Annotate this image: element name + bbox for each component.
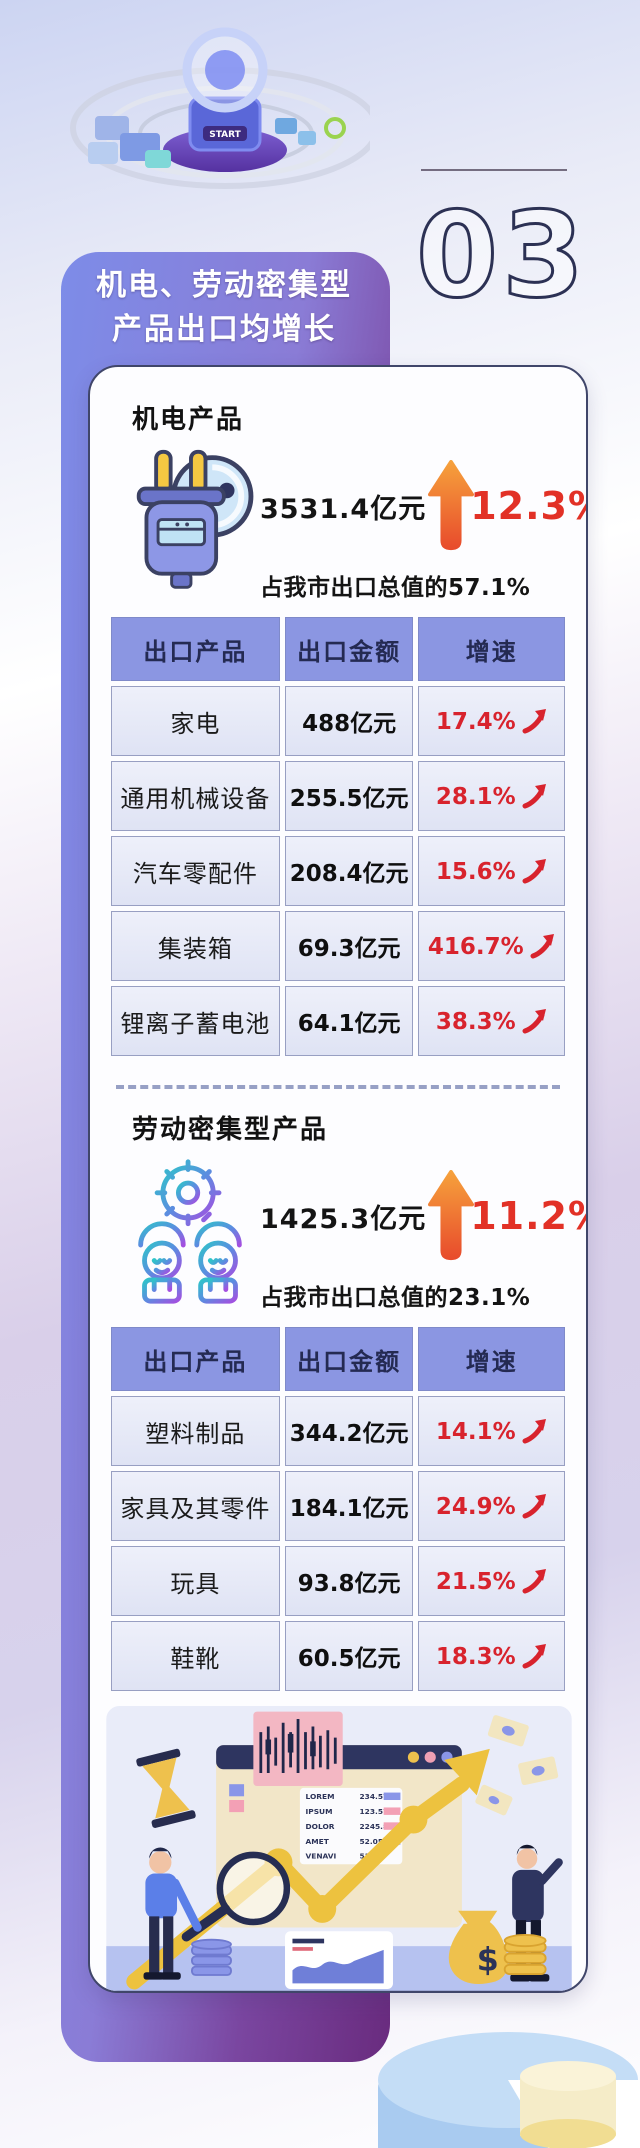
section1-heading: 机电产品 bbox=[132, 405, 245, 435]
table-row: 家电 488亿元 17.4% bbox=[111, 686, 565, 756]
amount-cell: 93.8亿元 bbox=[284, 1546, 414, 1616]
col-header-amount: 出口金额 bbox=[284, 1327, 414, 1391]
table-row: 锂离子蓄电池 64.1亿元 38.3% bbox=[111, 986, 565, 1056]
finance-illustration: LOREM 234.57 IPSUM 123.57 DOLOR 2245.8 A… bbox=[106, 1706, 572, 1991]
col-header-product: 出口产品 bbox=[111, 617, 280, 681]
growth-arrow-icon bbox=[522, 1493, 548, 1519]
amount-cell: 255.5亿元 bbox=[284, 761, 414, 831]
amount-cell: 208.4亿元 bbox=[284, 836, 414, 906]
dashed-divider bbox=[116, 1085, 560, 1089]
table-row: 集装箱 69.3亿元 416.7% bbox=[111, 911, 565, 981]
section2-stats: 1425.3亿元 11.2% 占我市出口总值的23.1% bbox=[126, 1156, 586, 1312]
page-title: 机电、劳动密集型 产品出口均增长 bbox=[66, 264, 382, 352]
growth-cell: 38.3% bbox=[418, 986, 565, 1056]
hero-gyroscope-illustration: START bbox=[70, 27, 370, 189]
product-cell: 塑料制品 bbox=[111, 1396, 280, 1466]
up-arrow-icon bbox=[428, 460, 474, 552]
col-header-product: 出口产品 bbox=[111, 1327, 280, 1391]
table-row: 汽车零配件 208.4亿元 15.6% bbox=[111, 836, 565, 906]
section2-share-text: 占我市出口总值的23.1% bbox=[260, 1285, 531, 1311]
amount-cell: 60.5亿元 bbox=[284, 1621, 414, 1691]
section2-heading: 劳动密集型产品 bbox=[132, 1115, 329, 1145]
col-header-amount: 出口金额 bbox=[284, 617, 414, 681]
table-row: 玩具 93.8亿元 21.5% bbox=[111, 1546, 565, 1616]
page-title-line1: 机电、劳动密集型 bbox=[96, 268, 352, 303]
ticker-name: LOREM bbox=[305, 1792, 334, 1801]
growth-arrow-icon bbox=[522, 1568, 548, 1594]
section1-total-value: 3531.4亿元 bbox=[260, 493, 427, 525]
table-row: 鞋靴 60.5亿元 18.3% bbox=[111, 1621, 565, 1691]
table-row: 塑料制品 344.2亿元 14.1% bbox=[111, 1396, 565, 1466]
product-cell: 玩具 bbox=[111, 1546, 280, 1616]
decor-line bbox=[421, 169, 567, 171]
table-row: 家具及其零件 184.1亿元 24.9% bbox=[111, 1471, 565, 1541]
plug-icon bbox=[126, 446, 254, 600]
section1-share-text: 占我市出口总值的57.1% bbox=[260, 575, 531, 601]
up-arrow-icon bbox=[428, 1170, 474, 1262]
amount-cell: 184.1亿元 bbox=[284, 1471, 414, 1541]
section-number-text: 03 bbox=[416, 186, 588, 324]
growth-cell: 17.4% bbox=[418, 686, 565, 756]
ticker-value: 123.57 bbox=[359, 1807, 388, 1816]
growth-cell: 24.9% bbox=[418, 1471, 565, 1541]
table-header-row: 出口产品 出口金额 增速 bbox=[111, 617, 565, 681]
page-title-line2: 产品出口均增长 bbox=[112, 312, 336, 347]
growth-arrow-icon bbox=[522, 858, 548, 884]
ticker-value: 234.57 bbox=[359, 1792, 388, 1801]
product-cell: 汽车零配件 bbox=[111, 836, 280, 906]
amount-cell: 344.2亿元 bbox=[284, 1396, 414, 1466]
growth-cell: 416.7% bbox=[418, 911, 565, 981]
growth-arrow-icon bbox=[522, 708, 548, 734]
amount-cell: 488亿元 bbox=[284, 686, 414, 756]
content-card: 机电产品 3531.4亿元 12.3% 占我市 bbox=[88, 365, 588, 1993]
table-header-row: 出口产品 出口金额 增速 bbox=[111, 1327, 565, 1391]
dollar-sign: $ bbox=[477, 1942, 499, 1978]
product-cell: 家电 bbox=[111, 686, 280, 756]
growth-arrow-icon bbox=[522, 1418, 548, 1444]
start-label: START bbox=[209, 130, 241, 140]
growth-cell: 15.6% bbox=[418, 836, 565, 906]
product-cell: 集装箱 bbox=[111, 911, 280, 981]
growth-arrow-icon bbox=[522, 783, 548, 809]
workers-icon bbox=[126, 1156, 254, 1310]
growth-arrow-icon bbox=[522, 1643, 548, 1669]
growth-cell: 18.3% bbox=[418, 1621, 565, 1691]
growth-arrow-icon bbox=[530, 933, 556, 959]
col-header-growth: 增速 bbox=[418, 617, 565, 681]
ticker-name: AMET bbox=[305, 1837, 329, 1846]
ticker-name: IPSUM bbox=[305, 1807, 332, 1816]
product-cell: 鞋靴 bbox=[111, 1621, 280, 1691]
section1-stats: 3531.4亿元 12.3% 占我市出口总值的57.1% bbox=[126, 446, 586, 602]
growth-cell: 28.1% bbox=[418, 761, 565, 831]
growth-cell: 14.1% bbox=[418, 1396, 565, 1466]
section1-growth: 12.3% bbox=[470, 484, 586, 528]
section2-growth: 11.2% bbox=[470, 1194, 586, 1238]
growth-arrow-icon bbox=[522, 1008, 548, 1034]
ticker-name: DOLOR bbox=[305, 1822, 334, 1831]
product-cell: 家具及其零件 bbox=[111, 1471, 280, 1541]
section2-total-value: 1425.3亿元 bbox=[260, 1203, 427, 1235]
mechanical-products-table: 出口产品 出口金额 增速 家电 488亿元 17.4% 通用机械设备 255.5… bbox=[106, 612, 570, 1061]
ticker-value: 52.056 bbox=[359, 1837, 388, 1846]
labor-products-table: 出口产品 出口金额 增速 塑料制品 344.2亿元 14.1% 家具及其零件 1… bbox=[106, 1322, 570, 1696]
ticker-value: 2245.8 bbox=[359, 1822, 388, 1831]
table-row: 通用机械设备 255.5亿元 28.1% bbox=[111, 761, 565, 831]
amount-cell: 69.3亿元 bbox=[284, 911, 414, 981]
product-cell: 锂离子蓄电池 bbox=[111, 986, 280, 1056]
section-number: 03 bbox=[415, 185, 588, 326]
amount-cell: 64.1亿元 bbox=[284, 986, 414, 1056]
ticker-name: VENAVI bbox=[305, 1852, 336, 1861]
growth-cell: 21.5% bbox=[418, 1546, 565, 1616]
pie-chart-illustration bbox=[378, 2032, 640, 2148]
col-header-growth: 增速 bbox=[418, 1327, 565, 1391]
product-cell: 通用机械设备 bbox=[111, 761, 280, 831]
